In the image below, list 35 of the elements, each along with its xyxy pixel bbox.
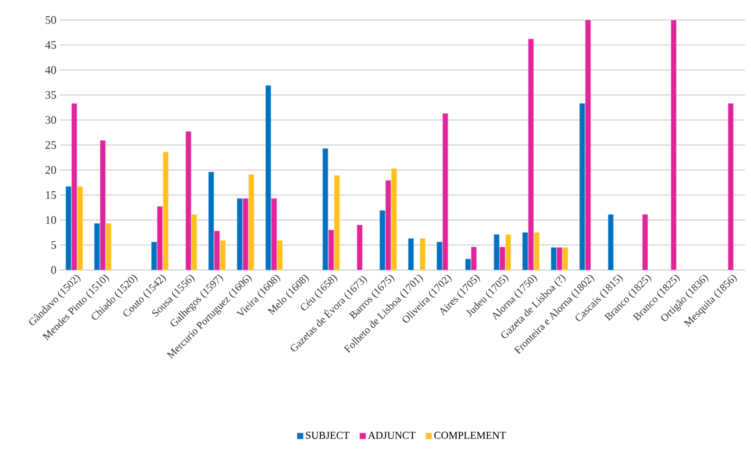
bar [186, 131, 192, 270]
bar [71, 103, 78, 270]
y-tick-label: 35 [46, 91, 56, 99]
bar [436, 242, 442, 270]
bar [471, 246, 477, 270]
bar [670, 20, 676, 270]
bar [328, 230, 334, 270]
y-tick-label: 30 [46, 116, 56, 124]
bar [94, 223, 100, 270]
bar [556, 247, 562, 270]
bar [642, 214, 648, 270]
bar [157, 206, 163, 270]
legend-label: SUBJECT [306, 432, 350, 439]
y-tick-label: 15 [46, 191, 56, 199]
bar [385, 180, 392, 270]
bar [728, 103, 734, 270]
bar [271, 198, 277, 270]
y-tick-label: 0 [51, 266, 56, 274]
bar [442, 113, 448, 270]
y-tick-label: 25 [46, 141, 56, 149]
y-tick-label: 50 [46, 16, 56, 24]
y-tick-label: 20 [46, 166, 56, 174]
bar [356, 224, 362, 270]
bar [100, 140, 106, 270]
y-tick-label: 45 [45, 41, 56, 49]
y-tick-label: 5 [51, 241, 56, 249]
legend-label: COMPLEMENT [434, 432, 506, 439]
bar [242, 198, 248, 270]
y-tick-label: 40 [45, 66, 56, 74]
bar [214, 230, 220, 270]
bar [528, 38, 534, 270]
bar [500, 246, 506, 270]
y-tick-label: 10 [46, 216, 56, 224]
legend-label: ADJUNCT [368, 432, 416, 439]
bar [585, 20, 591, 270]
